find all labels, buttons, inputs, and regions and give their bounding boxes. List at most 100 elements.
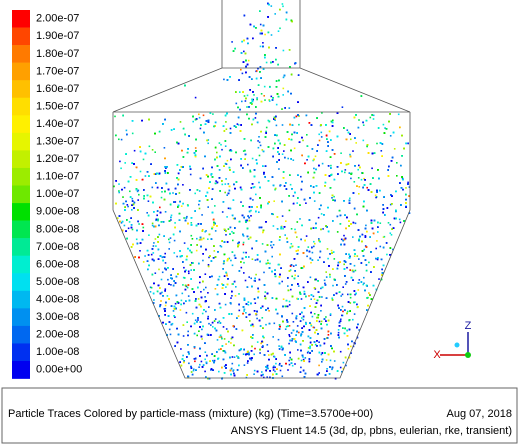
- particle: [182, 184, 184, 186]
- particle: [241, 100, 243, 103]
- particle: [230, 259, 232, 262]
- particle: [284, 328, 287, 330]
- particle: [321, 112, 323, 114]
- particle: [238, 309, 241, 312]
- particle: [288, 209, 291, 212]
- particle: [210, 174, 212, 176]
- particle: [261, 243, 264, 245]
- particle: [233, 356, 236, 358]
- particle: [221, 183, 224, 186]
- particle: [218, 348, 220, 351]
- particle: [354, 301, 356, 303]
- particle: [287, 157, 289, 160]
- particle: [118, 190, 120, 192]
- particle: [139, 170, 142, 173]
- particle: [226, 216, 228, 218]
- particle: [372, 118, 375, 120]
- particle: [273, 356, 276, 358]
- particle: [186, 215, 188, 218]
- particle: [204, 230, 206, 233]
- particle: [245, 312, 247, 314]
- particle: [313, 326, 316, 329]
- particle: [216, 151, 218, 154]
- particle: [253, 369, 256, 372]
- particle: [318, 320, 321, 323]
- particle: [275, 362, 277, 365]
- particle: [395, 209, 397, 211]
- particle: [279, 369, 282, 372]
- particle: [249, 320, 251, 322]
- particle: [131, 197, 134, 200]
- particle: [248, 351, 250, 354]
- particle: [186, 321, 188, 323]
- particle: [151, 222, 154, 225]
- particle: [207, 238, 209, 240]
- particle: [229, 127, 232, 130]
- particle: [213, 250, 216, 252]
- particle: [118, 183, 120, 185]
- particle: [345, 364, 347, 367]
- particle: [291, 364, 294, 367]
- particle: [262, 42, 264, 44]
- particle: [218, 320, 221, 323]
- particle: [296, 221, 299, 223]
- particle: [350, 345, 352, 348]
- particle: [190, 234, 193, 237]
- particle: [193, 347, 196, 349]
- particle: [168, 238, 170, 241]
- particle: [204, 296, 206, 298]
- particle: [314, 242, 316, 245]
- particle: [246, 106, 248, 108]
- particle: [389, 232, 392, 234]
- particle: [227, 183, 230, 185]
- particle: [234, 295, 237, 297]
- particle: [225, 121, 227, 123]
- particle: [220, 245, 223, 248]
- particle: [290, 332, 293, 334]
- particle: [217, 321, 219, 324]
- particle: [260, 93, 263, 95]
- particle: [382, 236, 385, 238]
- particle: [322, 228, 324, 230]
- particle: [120, 222, 123, 224]
- particle: [333, 360, 336, 362]
- particle: [389, 203, 392, 206]
- particle: [181, 292, 184, 295]
- particle: [183, 242, 186, 244]
- particle: [261, 371, 263, 373]
- particle: [198, 330, 200, 332]
- particle: [379, 245, 382, 248]
- particle: [397, 113, 400, 116]
- particle: [272, 369, 275, 371]
- particle: [135, 238, 138, 241]
- particle: [265, 61, 268, 64]
- particle: [202, 259, 204, 262]
- particle: [265, 323, 267, 326]
- particle: [142, 226, 145, 229]
- particle: [292, 321, 295, 323]
- particle: [187, 295, 190, 297]
- particle: [281, 280, 283, 283]
- particle: [224, 303, 227, 306]
- particle: [242, 150, 245, 152]
- particle: [138, 223, 140, 225]
- particle: [171, 322, 174, 325]
- particle: [308, 295, 310, 297]
- particle: [190, 269, 192, 271]
- particle: [243, 364, 246, 366]
- particle: [201, 338, 203, 340]
- particle: [292, 195, 295, 197]
- particle: [204, 358, 206, 361]
- particle: [120, 167, 122, 170]
- particle: [259, 144, 262, 147]
- particle: [199, 363, 201, 366]
- particle: [231, 41, 233, 43]
- particle: [326, 248, 329, 250]
- particle: [324, 282, 326, 285]
- particle: [194, 319, 197, 321]
- particle: [240, 266, 243, 269]
- particle: [226, 159, 229, 162]
- particle: [368, 261, 370, 264]
- particle: [389, 223, 392, 226]
- particle: [243, 50, 245, 53]
